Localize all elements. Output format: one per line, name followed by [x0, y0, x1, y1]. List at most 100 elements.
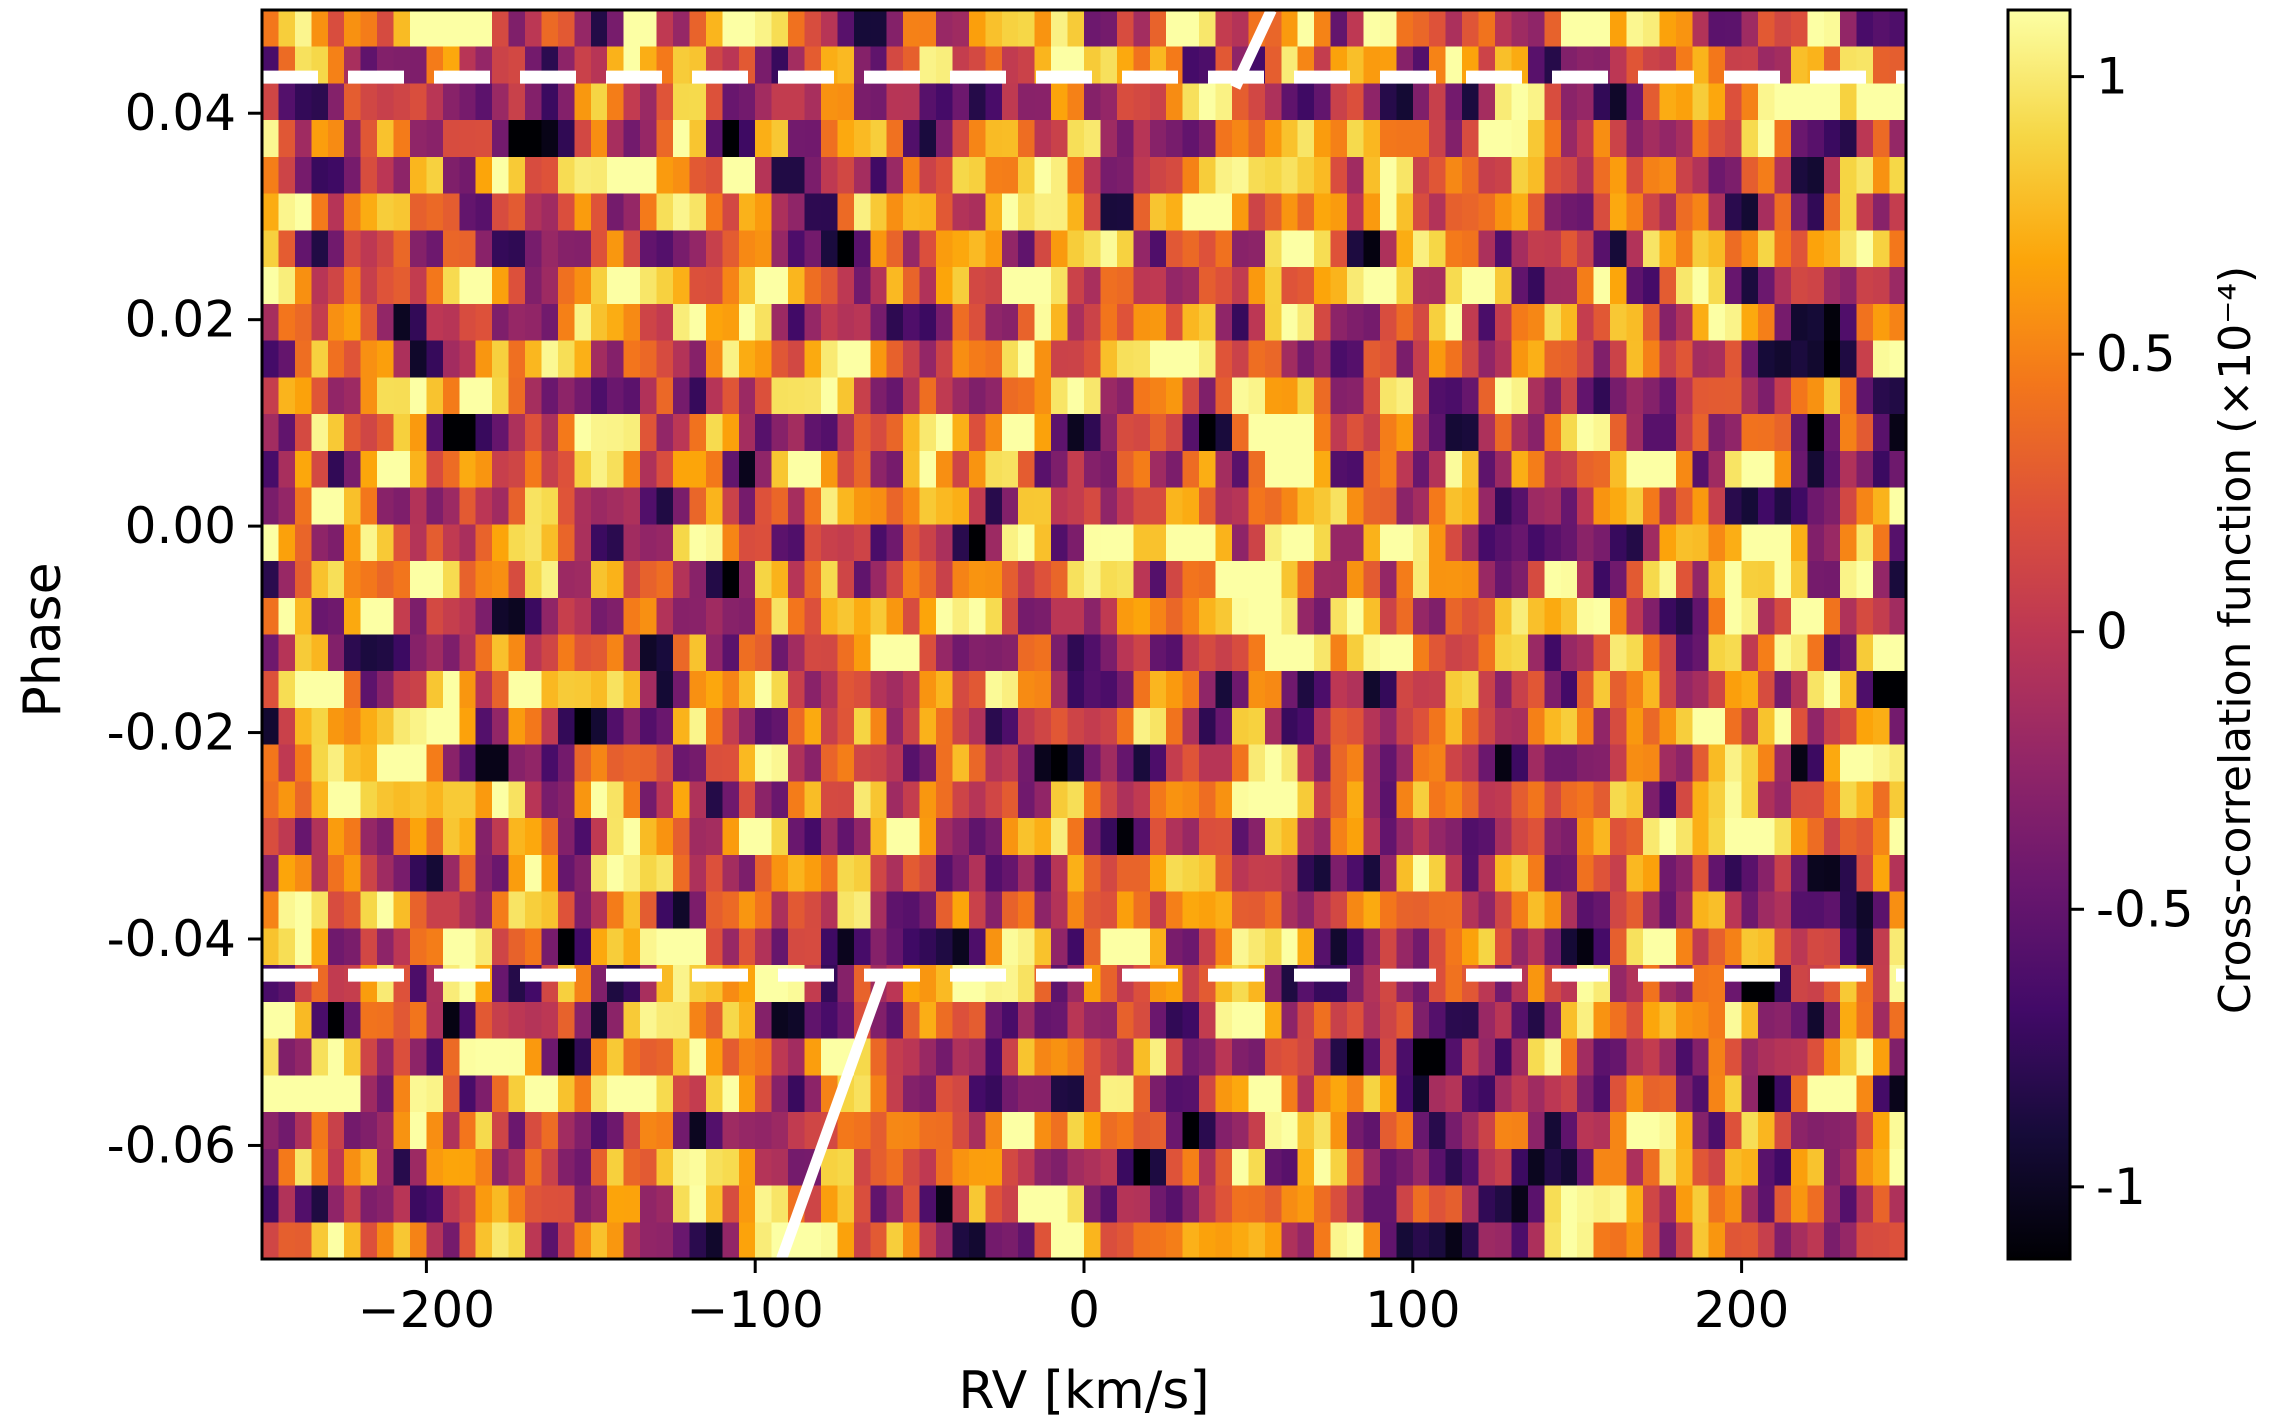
heatmap-cell [788, 707, 806, 746]
heatmap-cell [557, 1185, 576, 1224]
heatmap-cell [640, 891, 658, 930]
heatmap-cell [1297, 597, 1315, 636]
heatmap-cell [1560, 1185, 1578, 1224]
heatmap-cell [1297, 450, 1315, 489]
heatmap-cell [1692, 230, 1710, 268]
heatmap-cell [1544, 597, 1562, 636]
heatmap-cell [607, 267, 625, 305]
heatmap-cell [1133, 414, 1151, 452]
heatmap-cell [294, 561, 313, 599]
heatmap-cell [459, 340, 477, 379]
heatmap-cell [1248, 1148, 1266, 1187]
heatmap-cell [788, 597, 806, 636]
heatmap-cell [508, 1001, 526, 1040]
heatmap-cell [1297, 303, 1315, 342]
heatmap-cell [574, 524, 592, 562]
heatmap-cell [278, 377, 296, 415]
heatmap-cell [968, 83, 987, 122]
heatmap-cell [426, 1148, 444, 1187]
heatmap-cell [508, 707, 526, 746]
heatmap-cell [705, 781, 724, 819]
heatmap-cell [1166, 671, 1184, 709]
heatmap-cell [1067, 818, 1085, 856]
heatmap-cell [1790, 781, 1809, 819]
heatmap-cell [804, 10, 822, 48]
heatmap-cell [903, 671, 921, 709]
heatmap-cell [673, 891, 691, 930]
heatmap-cell [1610, 193, 1628, 232]
heatmap-cell [1873, 83, 1891, 122]
heatmap-cell [755, 10, 773, 48]
heatmap-cell [640, 230, 658, 268]
heatmap-cell [1412, 377, 1431, 415]
heatmap-cell [1182, 46, 1200, 85]
heatmap-cell [673, 744, 691, 783]
heatmap-cell [475, 1001, 493, 1040]
heatmap-cell [1199, 744, 1217, 783]
heatmap-cell [1873, 1075, 1891, 1113]
heatmap-cell [804, 230, 822, 268]
heatmap-cell [278, 854, 296, 893]
heatmap-cell [1051, 671, 1069, 709]
heatmap-cell [1462, 928, 1480, 966]
heatmap-cell [771, 267, 789, 305]
heatmap-cell [459, 781, 477, 819]
heatmap-cell [1034, 1038, 1052, 1077]
heatmap-cell [525, 561, 543, 599]
heatmap-cell [393, 561, 411, 599]
heatmap-cell [1149, 156, 1167, 195]
heatmap-cell [1034, 303, 1052, 342]
heatmap-cell [278, 1075, 296, 1113]
heatmap-cell [820, 818, 839, 856]
heatmap-cell [1182, 414, 1200, 452]
heatmap-cell [1034, 744, 1052, 783]
heatmap-cell [1692, 267, 1710, 305]
heatmap-cell [327, 414, 345, 452]
heatmap-cell [262, 377, 280, 415]
heatmap-cell [1396, 193, 1414, 232]
heatmap-cell [919, 671, 937, 709]
heatmap-cell [1758, 193, 1776, 232]
heatmap-cell [985, 487, 1003, 526]
heatmap-cell [393, 1185, 411, 1224]
heatmap-cell [459, 193, 477, 232]
heatmap-cell [689, 303, 707, 342]
heatmap-cell [1429, 267, 1447, 305]
heatmap-cell [1084, 83, 1102, 122]
heatmap-cell [344, 120, 362, 158]
heatmap-cell [1692, 1075, 1710, 1113]
heatmap-cell [1396, 1075, 1414, 1113]
heatmap-cell [1610, 377, 1628, 415]
heatmap-cell [656, 487, 674, 526]
heatmap-cell [1199, 854, 1217, 893]
heatmap-cell [1610, 781, 1628, 819]
heatmap-cell [1084, 1148, 1102, 1187]
heatmap-cell [870, 450, 888, 489]
heatmap-cell [1495, 1075, 1513, 1113]
heatmap-cell [1396, 524, 1414, 562]
heatmap-cell [1577, 340, 1595, 379]
heatmap-cell [1659, 10, 1677, 48]
heatmap-cell [1363, 46, 1381, 85]
heatmap-cell [903, 487, 921, 526]
heatmap-cell [1034, 1148, 1052, 1187]
heatmap-cell [607, 1001, 625, 1040]
heatmap-cell [442, 120, 461, 158]
heatmap-cell [1199, 1112, 1217, 1150]
heatmap-cell [919, 193, 937, 232]
heatmap-cell [1149, 267, 1167, 305]
heatmap-cell [1281, 193, 1299, 232]
heatmap-cell [1642, 524, 1661, 562]
heatmap-cell [1396, 707, 1414, 746]
heatmap-cell [1281, 1112, 1299, 1150]
heatmap-cell [853, 120, 872, 158]
heatmap-cell [656, 414, 674, 452]
heatmap-cell [1133, 781, 1151, 819]
heatmap-cell [771, 1148, 789, 1187]
heatmap-cell [1741, 303, 1759, 342]
heatmap-cell [1708, 891, 1726, 930]
heatmap-cell [294, 744, 313, 783]
heatmap-cell [936, 487, 954, 526]
heatmap-cell [525, 156, 543, 195]
heatmap-cell [525, 267, 543, 305]
